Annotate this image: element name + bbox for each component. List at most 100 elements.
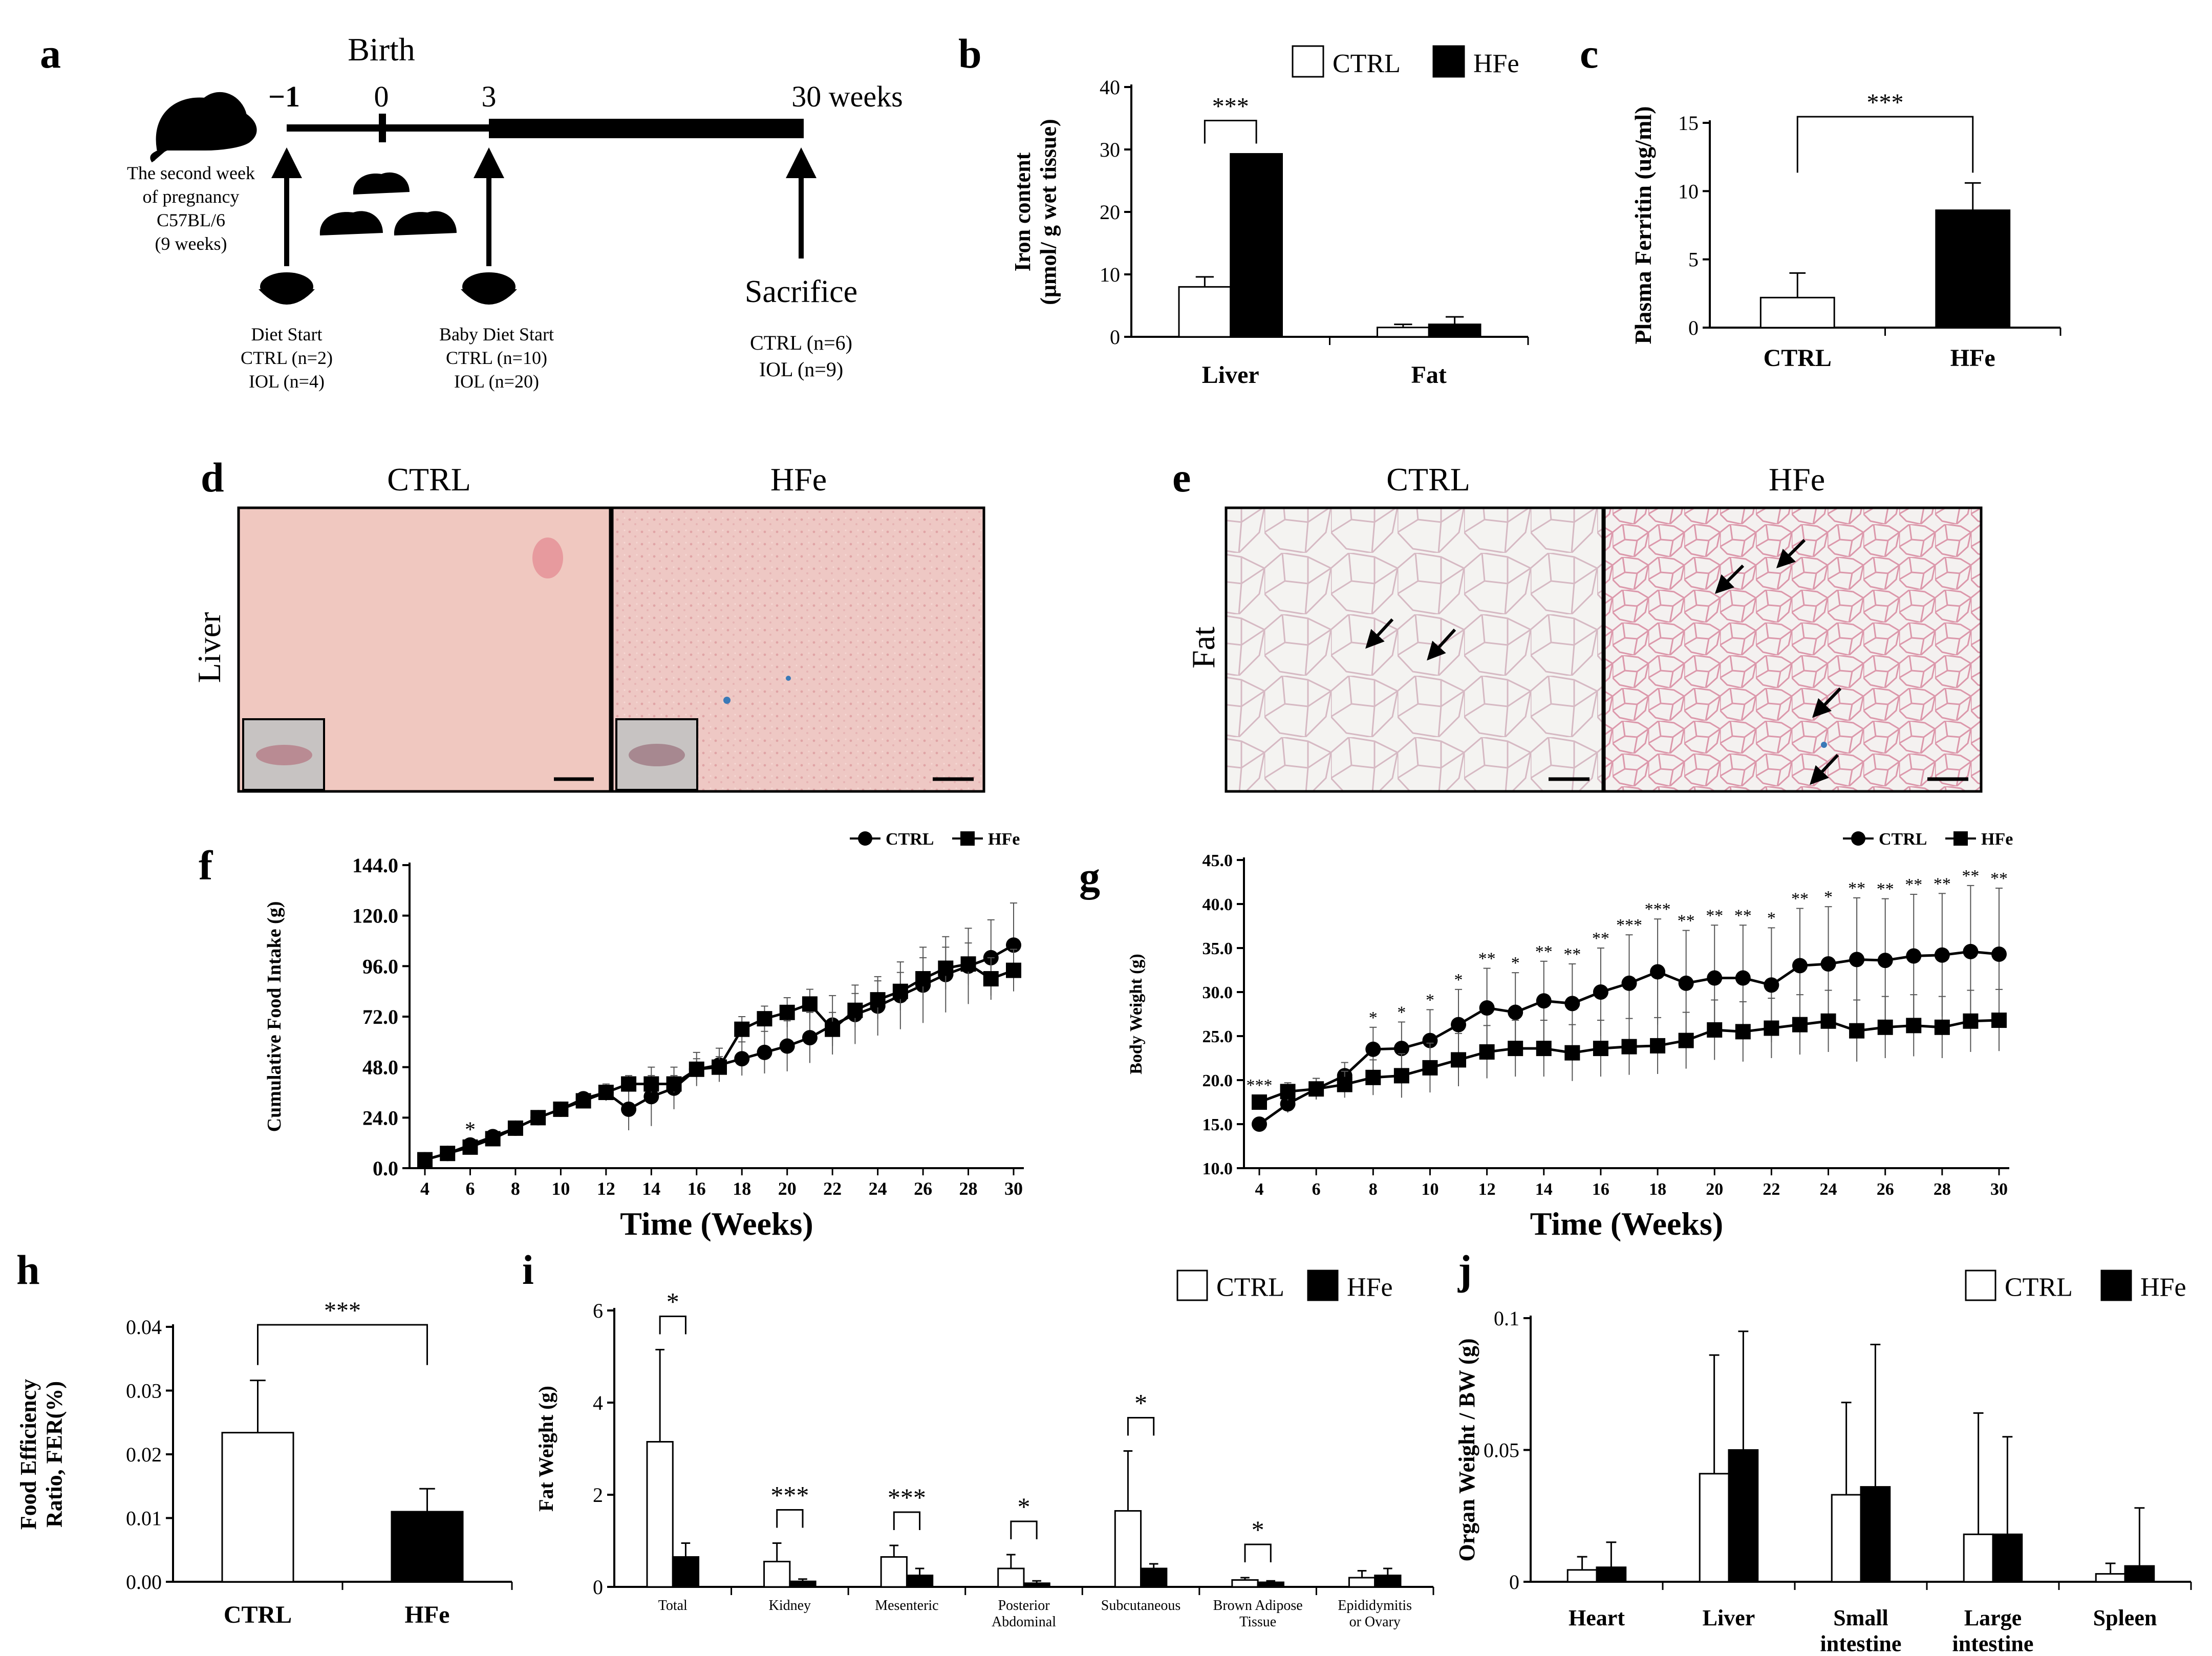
ctrl-bar xyxy=(763,1561,791,1588)
significance-bracket xyxy=(776,1509,804,1528)
fat-hfe-title: HFe xyxy=(1769,461,1825,498)
fat-ctrl-image xyxy=(1225,506,1604,793)
ctrl-point xyxy=(734,1051,750,1067)
significance-label: ** xyxy=(1905,875,1922,894)
hfe-point xyxy=(825,1021,841,1037)
ctrl-point xyxy=(1820,956,1836,972)
hfe-point xyxy=(440,1146,456,1162)
x-category-label: Small xyxy=(1833,1605,1888,1630)
liver-hfe-title: HFe xyxy=(770,461,827,498)
panel-letters: a b c d e f g h i j xyxy=(16,30,1598,1293)
x-category-label: Heart xyxy=(1569,1605,1625,1630)
chart-g: 10.0 15.0 20.0 25.0 30.0 35.0 40.0 45.0 4 6 8 10 12 1… xyxy=(1127,830,2013,1242)
x-tick-label: 28 xyxy=(959,1178,978,1199)
baby-diet-info: Baby Diet Start CTRL (n=10) IOL (n=20) xyxy=(439,324,554,392)
diet-start-line-1: Diet Start xyxy=(251,324,323,345)
legend-ctrl-label: CTRL xyxy=(886,830,934,849)
x-category-label: or Ovary xyxy=(1349,1614,1401,1630)
fat-hfe-arrow-4 xyxy=(1810,754,1839,785)
hfe-point xyxy=(1764,1020,1779,1036)
y-tick-label: 30.0 xyxy=(1202,983,1233,1002)
y-tick-label: 10 xyxy=(1100,263,1120,286)
y-tick-label: 0 xyxy=(1688,316,1699,339)
hfe-point xyxy=(1280,1084,1296,1100)
significance-label: *** xyxy=(1247,1076,1273,1095)
timeline-birth-label: Birth xyxy=(348,31,415,68)
hfe-point xyxy=(779,1004,795,1020)
legend-hfe-marker xyxy=(960,831,975,846)
x-axis-label: Time (Weeks) xyxy=(620,1206,813,1242)
y-axis-label: (μmol/ g wet tissue) xyxy=(1036,119,1061,305)
x-tick-label: 30 xyxy=(1990,1180,2008,1199)
significance-label: * xyxy=(465,1119,476,1142)
y-tick-label: 0.1 xyxy=(1494,1307,1519,1330)
significance-label: * xyxy=(1018,1492,1030,1521)
significance-label: ** xyxy=(1791,890,1809,909)
hfe-bar xyxy=(1992,1533,2023,1583)
fat-ctrl-title: CTRL xyxy=(1386,461,1470,498)
liver-hfe-iron-deposit-2 xyxy=(786,676,791,681)
fat-ctrl-arrow-1 xyxy=(1365,618,1394,649)
y-tick-label: 0.05 xyxy=(1484,1439,1519,1462)
x-tick-label: 14 xyxy=(642,1178,660,1199)
x-tick-label: 6 xyxy=(465,1178,475,1199)
legend-ctrl-marker xyxy=(1851,831,1865,846)
fat-hfe-arrow-3 xyxy=(1812,687,1842,718)
y-axis-label: Iron content xyxy=(1010,152,1035,271)
ctrl-bar xyxy=(1566,1569,1598,1583)
y-axis-label: Body Weight (g) xyxy=(1127,954,1146,1074)
hfe-point xyxy=(643,1076,659,1092)
hfe-point xyxy=(1877,1019,1893,1035)
ctrl-point xyxy=(1451,1017,1467,1033)
significance-label: ** xyxy=(1563,945,1581,964)
x-tick-label: 12 xyxy=(597,1178,615,1199)
hfe-bar xyxy=(1140,1567,1168,1588)
x-tick-label: 6 xyxy=(1312,1180,1321,1199)
significance-label: ** xyxy=(1990,869,2008,888)
hfe-point xyxy=(553,1101,569,1117)
panel-letter-a: a xyxy=(40,30,61,77)
y-tick-label: 15.0 xyxy=(1202,1115,1233,1134)
ctrl-point xyxy=(1963,943,1979,959)
significance-bracket xyxy=(1204,120,1257,144)
x-tick-label: 16 xyxy=(1592,1180,1609,1199)
hfe-bar xyxy=(1596,1566,1627,1583)
ctrl-point xyxy=(1792,958,1808,974)
diet-start-info: Diet Start CTRL (n=2) IOL (n=4) xyxy=(241,324,333,392)
hfe-point xyxy=(1308,1081,1324,1097)
hfe-point xyxy=(802,996,818,1012)
hfe-point xyxy=(1393,1068,1409,1084)
significance-bracket xyxy=(893,1511,921,1530)
y-axis-label: Organ Weight / BW (g) xyxy=(1454,1339,1479,1562)
hfe-point xyxy=(938,960,954,976)
pregnancy-line-1: The second week xyxy=(127,163,255,183)
hfe-point xyxy=(1707,1022,1723,1038)
x-category-label: Abdominal xyxy=(992,1614,1056,1630)
hfe-point xyxy=(1906,1018,1922,1034)
sacrifice-iol-n: IOL (n=9) xyxy=(759,358,843,381)
ctrl-bar xyxy=(1699,1473,1730,1583)
ctrl-point xyxy=(802,1030,818,1046)
fat-hfe-iron-deposit xyxy=(1821,742,1827,748)
y-tick-label: 4 xyxy=(593,1391,603,1414)
y-tick-label: 6 xyxy=(593,1299,603,1322)
hfe-point xyxy=(983,971,999,986)
x-category-label: CTRL xyxy=(224,1601,292,1628)
y-axis-label: Ratio, FER(%) xyxy=(42,1381,67,1528)
significance-label: ** xyxy=(1535,942,1553,961)
x-tick-label: 18 xyxy=(733,1178,751,1199)
significance-label: *** xyxy=(1212,93,1249,120)
hfe-point xyxy=(734,1021,750,1037)
y-tick-label: 72.0 xyxy=(362,1005,398,1028)
y-tick-label: 144.0 xyxy=(352,854,398,877)
ctrl-point xyxy=(1650,964,1666,980)
y-tick-label: 0.0 xyxy=(373,1157,398,1180)
ctrl-bar xyxy=(1231,1579,1259,1588)
legend-hfe-label: HFe xyxy=(1347,1273,1393,1302)
ctrl-point xyxy=(1508,1004,1523,1020)
pregnancy-line-4: (9 weeks) xyxy=(155,233,227,254)
significance-label: * xyxy=(1767,909,1776,928)
ctrl-bar xyxy=(997,1567,1025,1588)
y-tick-label: 40.0 xyxy=(1202,895,1233,914)
legend-hfe-label: HFe xyxy=(1981,830,2013,849)
